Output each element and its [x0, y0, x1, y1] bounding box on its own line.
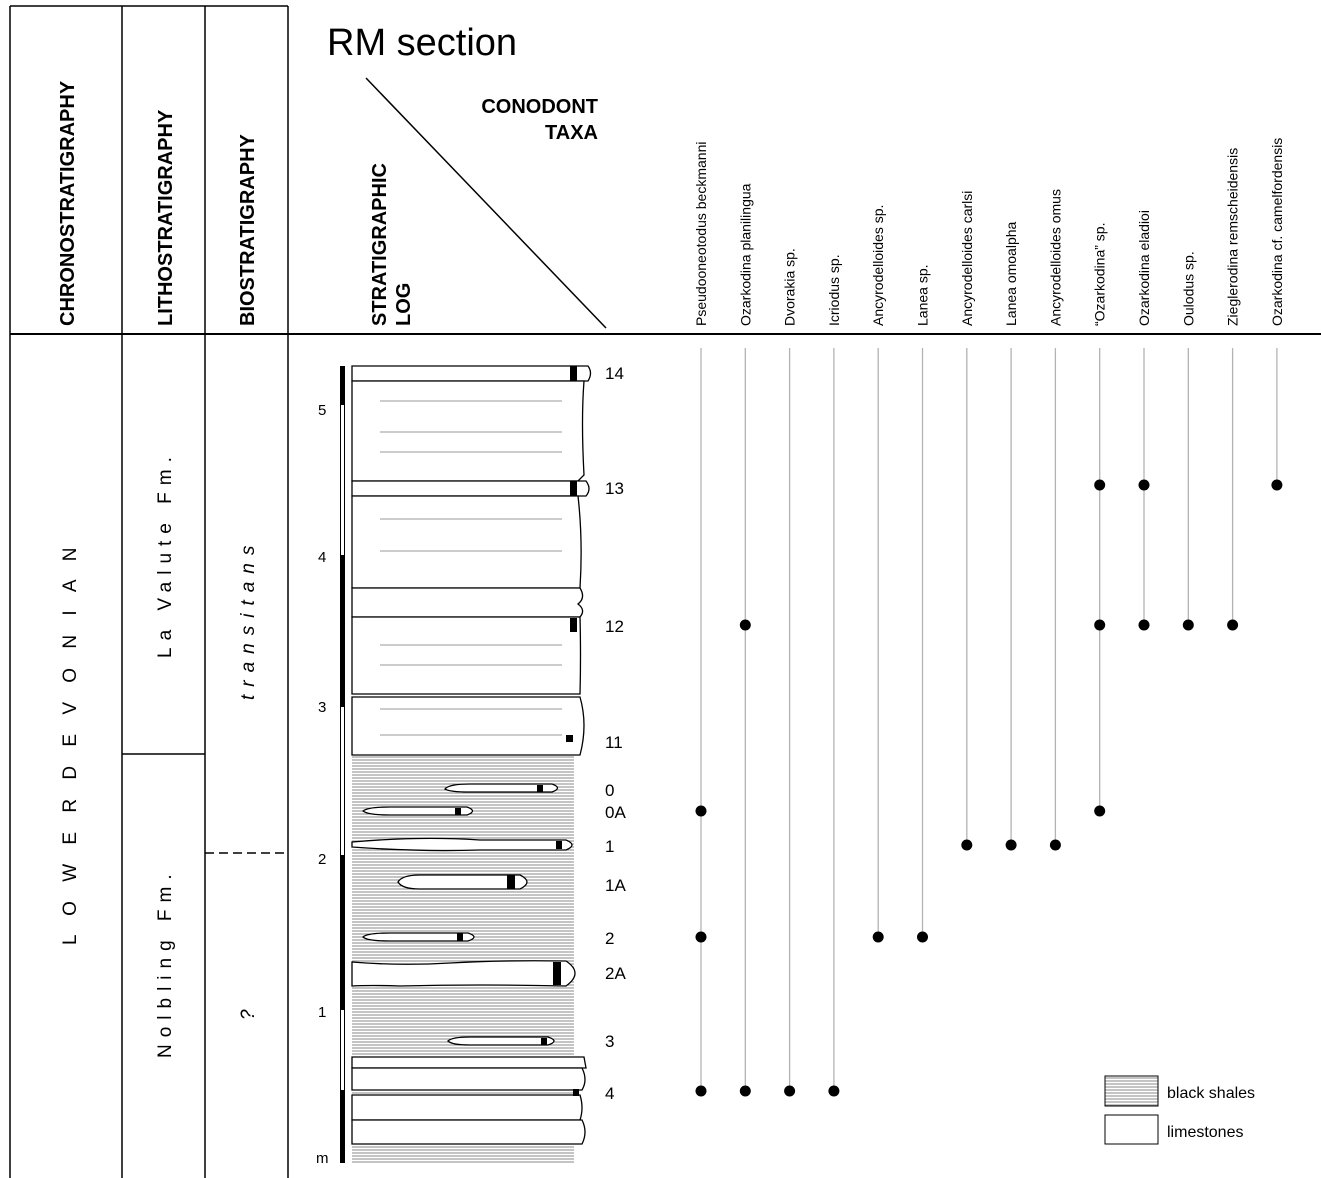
scale-unit: m [316, 1150, 329, 1167]
legend-limestone-swatch [1104, 1114, 1159, 1145]
taxa-header-line2: TAXA [545, 122, 598, 144]
occurrence-dot-pseudooneotodus-beckmanni-0a [695, 805, 707, 817]
legend-shale-swatch [1104, 1075, 1159, 1107]
sample-label-4: 4 [605, 1084, 614, 1103]
legend [1104, 1075, 1159, 1145]
occurrence-dot-ozarkodina-eladioi-13 [1138, 479, 1150, 491]
occurrence-dot-pseudooneotodus-beckmanni-4 [695, 1085, 707, 1097]
sample-label-13: 13 [605, 479, 624, 498]
limestone-bed-14 [351, 365, 592, 382]
sample-label-2: 2 [605, 929, 614, 948]
taxa-ranges: Pseudooneotodus beckmanni Ozarkodina plan… [693, 138, 1285, 1097]
limestone-bed-12 [351, 616, 582, 695]
chronostratigraphy-header: CHRONOSTRATIGRAPHY [57, 80, 79, 326]
taxon-name-zieglerodina-remscheidensis: Zieglerodina remscheidensis [1225, 148, 1241, 326]
limestone-bed [351, 495, 582, 589]
legend-shale-label: black shales [1167, 1085, 1255, 1102]
chronostratigraphy-label: L O W E R D E V O N I A N [60, 541, 81, 945]
occurrence-dot-ozarkodina-eladioi-12 [1138, 619, 1150, 631]
table-frame [9, 5, 1321, 1178]
limestone-lens-2 [362, 932, 475, 942]
taxon-name-ancyrodelloides-sp: Ancyrodelloides sp. [870, 205, 886, 326]
occurrence-dot-ozarkodina-sp-13 [1094, 479, 1106, 491]
limestone-bed [351, 587, 584, 618]
limestone-lens-0A [361, 806, 474, 816]
sample-label-3: 3 [605, 1032, 614, 1051]
litho-unit-nolbling: Nolbling Fm. [155, 867, 176, 1058]
taxon-name-lanea-sp: Lanea sp. [915, 265, 931, 327]
scale-bar [340, 366, 345, 1163]
biozone-transitans: transitans [238, 538, 259, 700]
taxon-name-oulodus-sp: Oulodus sp. [1180, 251, 1196, 326]
limestone-bed-11 [351, 696, 585, 756]
taxon-name-pseudooneotodus-beckmanni: Pseudooneotodus beckmanni [693, 142, 709, 326]
taxon-name-ozarkodina-sp: “Ozarkodina” sp. [1092, 223, 1108, 326]
occurrence-dot-ozarkodina-sp-12 [1094, 619, 1106, 631]
taxon-name-ozarkodina-eladioi: Ozarkodina eladioi [1136, 210, 1152, 326]
occurrence-dot-dvorakia-sp-4 [784, 1085, 796, 1097]
occurrence-dot-ozarkodina-cf-camelfordensis-13 [1271, 479, 1283, 491]
occurrence-dot-lanea-sp-2 [917, 931, 928, 943]
limestone-lens-3 [447, 1036, 555, 1046]
section-title: RM section [327, 22, 517, 64]
limestone-bed-4 [351, 1056, 587, 1069]
limestone-lens-0 [444, 783, 559, 793]
occurrence-dot-pseudooneotodus-beckmanni-2 [695, 931, 707, 943]
legend-limestone-label: limestones [1167, 1124, 1243, 1141]
limestone-lens-1A [397, 874, 528, 890]
biostratigraphy-header: BIOSTRATIGRAPHY [237, 133, 259, 326]
sample-label-1A: 1A [605, 876, 626, 895]
taxa-header-line1: CONODONT [481, 96, 598, 118]
limestone-bed-13 [351, 480, 590, 497]
sample-label-14: 14 [605, 364, 624, 383]
taxon-name-ozarkodina-cf-camelfordensis: Ozarkodina cf. camelfordensis [1269, 138, 1285, 326]
limestone-lens-1 [351, 837, 573, 852]
lithologic-log [351, 365, 592, 1163]
biozone-unknown: ? [238, 1009, 259, 1020]
taxon-name-dvorakia-sp: Dvorakia sp. [782, 248, 798, 326]
limestone-bed-4 [351, 1067, 586, 1091]
sample-label-1: 1 [605, 837, 614, 856]
occurrence-dot-ancyrodelloides-omus-1 [1049, 839, 1061, 851]
occurrence-dot-ozarkodina-planilingua-4 [739, 1085, 751, 1097]
scale-tick-5: 5 [318, 402, 326, 419]
occurrence-dot-oulodus-sp-12 [1182, 619, 1194, 631]
occurrence-dot-ozarkodina-planilingua-12 [739, 619, 751, 631]
occurrence-dot-ozarkodina-sp-0a [1094, 805, 1106, 817]
lithostratigraphy-header: LITHOSTRATIGRAPHY [155, 109, 177, 326]
litho-unit-la-valute: La Valute Fm. [155, 450, 176, 658]
header-diagonal [365, 77, 607, 329]
occurrence-dot-ancyrodelloides-sp-2 [872, 931, 884, 943]
limestone-bed [351, 1094, 583, 1121]
occurrence-dot-lanea-omoalpha-1 [1005, 839, 1017, 851]
occurrence-dot-icriodus-sp-4 [828, 1085, 840, 1097]
occurrence-dot-ancyrodelloides-carlsi-1 [961, 839, 973, 851]
scale-tick-4: 4 [318, 549, 326, 566]
lamination-lines [380, 400, 562, 736]
sample-label-11: 11 [605, 733, 623, 752]
sample-label-0: 0 [605, 781, 614, 800]
limestone-bed-2A [351, 960, 576, 987]
taxon-name-lanea-omoalpha: Lanea omoalpha [1003, 221, 1019, 326]
occurrence-dot-zieglerodina-remscheidensis-12 [1227, 619, 1239, 631]
scale-tick-2: 2 [318, 851, 326, 868]
taxon-name-ancyrodelloides-carlsi: Ancyrodelloides carlsi [959, 191, 975, 326]
taxon-name-ancyrodelloides-omus: Ancyrodelloides omus [1047, 189, 1063, 326]
scale-tick-3: 3 [318, 699, 326, 716]
limestone-bed [351, 1119, 586, 1145]
limestone-bed [351, 380, 585, 482]
sample-marks [455, 366, 579, 1096]
sample-label-2A: 2A [605, 964, 626, 983]
scale-tick-1: 1 [318, 1004, 326, 1021]
sample-label-0A: 0A [605, 803, 626, 822]
log-header-line1: STRATIGRAPHIC [369, 163, 391, 326]
log-header-line2: LOG [393, 283, 415, 326]
sample-label-12: 12 [605, 617, 624, 636]
taxon-name-ozarkodina-planilingua: Ozarkodina planilingua [737, 183, 753, 326]
taxon-name-icriodus-sp: Icriodus sp. [826, 254, 842, 326]
